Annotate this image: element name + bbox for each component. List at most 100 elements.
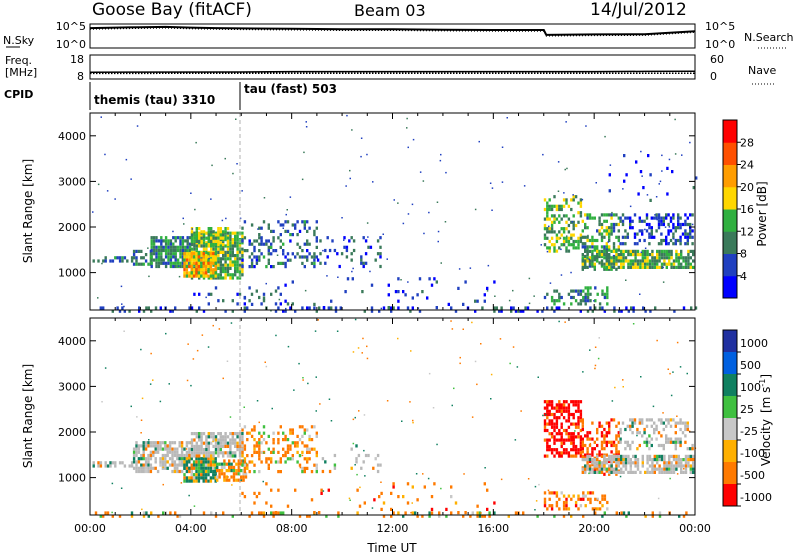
vel-cell [242,469,245,473]
power-speck [257,228,259,230]
vel-cell [588,443,592,448]
vel-cell [483,514,486,518]
vel-cell [190,454,194,458]
vel-cell [574,454,578,458]
power-cell [680,253,683,257]
power-cell [621,235,625,239]
vel-cell [493,501,496,505]
vel-cell [586,434,589,438]
power-cell [306,220,309,224]
vel-cell [438,511,441,515]
power-cell [450,306,453,310]
vel-cell [207,466,210,470]
vel-cell [581,424,584,428]
power-cell [615,262,618,266]
vel-cell [308,450,311,454]
power-cell [226,266,230,270]
power-cell [605,213,608,217]
power-cell [553,214,556,218]
vel-cell [656,454,659,458]
power-cell [121,259,124,263]
power-cell [612,262,616,266]
vel-cell [680,467,683,471]
vel-cell [562,406,566,410]
power-cell [577,201,580,205]
power-cell [212,234,215,238]
power-cell [565,227,568,231]
power-cell [562,239,566,244]
vel-cell [195,466,198,470]
power-cell [543,227,547,231]
y-tick-label: 2000 [58,221,86,234]
power-cell [632,262,635,266]
power-cell [255,255,259,259]
power-cell [617,248,620,252]
power-cell [188,255,191,259]
power-cell [548,249,551,253]
vel-cell [558,497,561,501]
vel-cell [598,421,601,425]
power-cell [605,253,608,257]
power-speck [172,230,174,233]
vel-cell [550,451,554,455]
power-cell [658,249,661,253]
vel-cell [550,432,554,436]
power-speck [301,178,304,181]
power-cell [212,274,215,278]
vel-cell [284,454,287,458]
power-cell [229,238,232,242]
vel-cell [579,504,583,508]
vel-cell [97,461,100,465]
vel-cell [567,416,571,420]
vel-cell [543,491,547,495]
vel-cell [548,491,551,495]
power-speck [559,237,562,239]
vel-cell [548,422,551,426]
vel-cell [99,464,103,468]
vel-cell [653,470,656,474]
vel-cell [562,507,566,511]
vel-cell [267,447,270,451]
y-tick-label: 1000 [58,472,86,485]
vel-cell [178,460,181,464]
vel-cell [589,500,592,505]
power-cell [593,267,596,271]
power-cell [608,265,611,269]
power-cell [677,265,680,269]
vel-cell [548,400,551,404]
power-cell [570,233,573,237]
vel-cell [581,443,584,448]
vel-cell [570,514,573,518]
power-cell [617,256,620,260]
power-speck [190,192,192,194]
vel-cell [476,511,479,515]
power-cell [224,244,227,248]
vel-cell [274,460,278,464]
power-cell [684,222,687,227]
power-cell [234,234,237,238]
vel-cell [617,461,620,465]
vel-cell [478,511,482,515]
power-cell [692,259,695,263]
vel-cell [622,464,625,468]
power-cell [109,259,112,263]
vel-cell [216,478,219,482]
vel-cell [272,438,275,442]
power-cell [543,233,547,237]
vel-cell [677,437,680,441]
power-cell [164,245,168,249]
vel-cell [631,418,634,422]
vel-cell [481,514,484,518]
power-cell [670,253,673,257]
vel-cell [130,461,134,465]
vel-cell [572,403,575,407]
vel-cell [581,421,584,425]
vel-cell [606,507,609,511]
power-cell [181,252,185,256]
vel-cell [207,473,210,477]
vel-cell [230,475,233,479]
vel-cell [225,475,228,479]
power-cell [553,204,556,208]
power-cell [651,256,654,260]
power-cell [642,306,645,310]
